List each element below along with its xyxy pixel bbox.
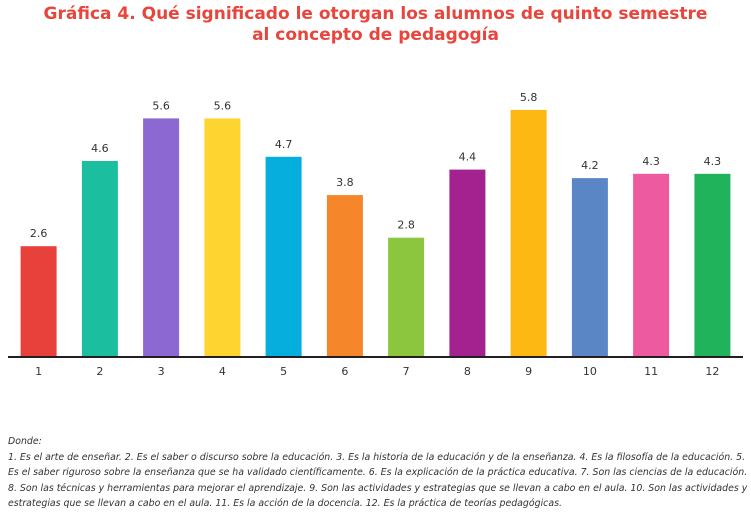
x-tick-label-2: 2 xyxy=(96,365,103,378)
value-label-6: 3.8 xyxy=(336,176,354,189)
value-label-10: 4.2 xyxy=(581,159,599,172)
value-label-7: 2.8 xyxy=(397,219,415,232)
bar-6 xyxy=(326,195,363,357)
bar-9 xyxy=(510,109,547,358)
x-tick-label-5: 5 xyxy=(280,365,287,378)
x-tick-label-8: 8 xyxy=(464,365,471,378)
value-label-3: 5.6 xyxy=(152,99,170,112)
x-tick-label-4: 4 xyxy=(219,365,226,378)
notes-line: Es el saber riguroso sobre la enseñanza … xyxy=(8,467,748,478)
bar-3 xyxy=(143,118,180,358)
x-tick-label-1: 1 xyxy=(35,365,42,378)
chart-notes: Donde: 1. Es el arte de enseñar. 2. Es e… xyxy=(8,434,748,512)
bar-8 xyxy=(449,169,486,357)
value-label-4: 5.6 xyxy=(214,99,232,112)
value-label-2: 4.6 xyxy=(91,142,109,155)
notes-line: estrategias que se llevan a cabo en el a… xyxy=(8,498,562,509)
x-tick-label-12: 12 xyxy=(705,365,719,378)
bar-1 xyxy=(20,246,57,357)
notes-line: 8. Son las técnicas y herramientas para … xyxy=(8,482,748,494)
chart-title-line-2: al concepto de pedagogía xyxy=(252,25,499,45)
x-tick-label-9: 9 xyxy=(525,365,532,378)
chart-title: Gráfica 4. Qué significado le otorgan lo… xyxy=(0,4,751,46)
value-label-11: 4.3 xyxy=(642,155,660,168)
notes-line: 1. Es el arte de enseñar. 2. Es el saber… xyxy=(8,451,746,463)
x-tick-label-6: 6 xyxy=(341,365,348,378)
bar-2 xyxy=(81,161,118,357)
notes-heading: Donde: xyxy=(8,436,42,447)
bar-7 xyxy=(388,237,425,357)
bar-4 xyxy=(204,118,241,358)
value-label-8: 4.4 xyxy=(459,151,477,164)
x-tick-label-7: 7 xyxy=(403,365,410,378)
x-tick-label-3: 3 xyxy=(158,365,165,378)
x-tick-label-10: 10 xyxy=(583,365,597,378)
value-label-5: 4.7 xyxy=(275,138,293,151)
value-label-1: 2.6 xyxy=(30,227,48,240)
bar-chart: 2.6 1 4.6 2 5.6 3 5.6 4 4.7 5 3.8 6 2.8 7 4.4 8 5.8 9 4.2 1… xyxy=(8,91,743,378)
value-label-12: 4.3 xyxy=(704,155,722,168)
bar-10 xyxy=(571,178,608,357)
bar-5 xyxy=(265,156,302,357)
value-label-9: 5.8 xyxy=(520,91,538,104)
bar-11 xyxy=(633,173,670,357)
chart-title-line-1: Gráfica 4. Qué significado le otorgan lo… xyxy=(43,4,708,24)
x-tick-label-11: 11 xyxy=(644,365,658,378)
bar-12 xyxy=(694,173,731,357)
